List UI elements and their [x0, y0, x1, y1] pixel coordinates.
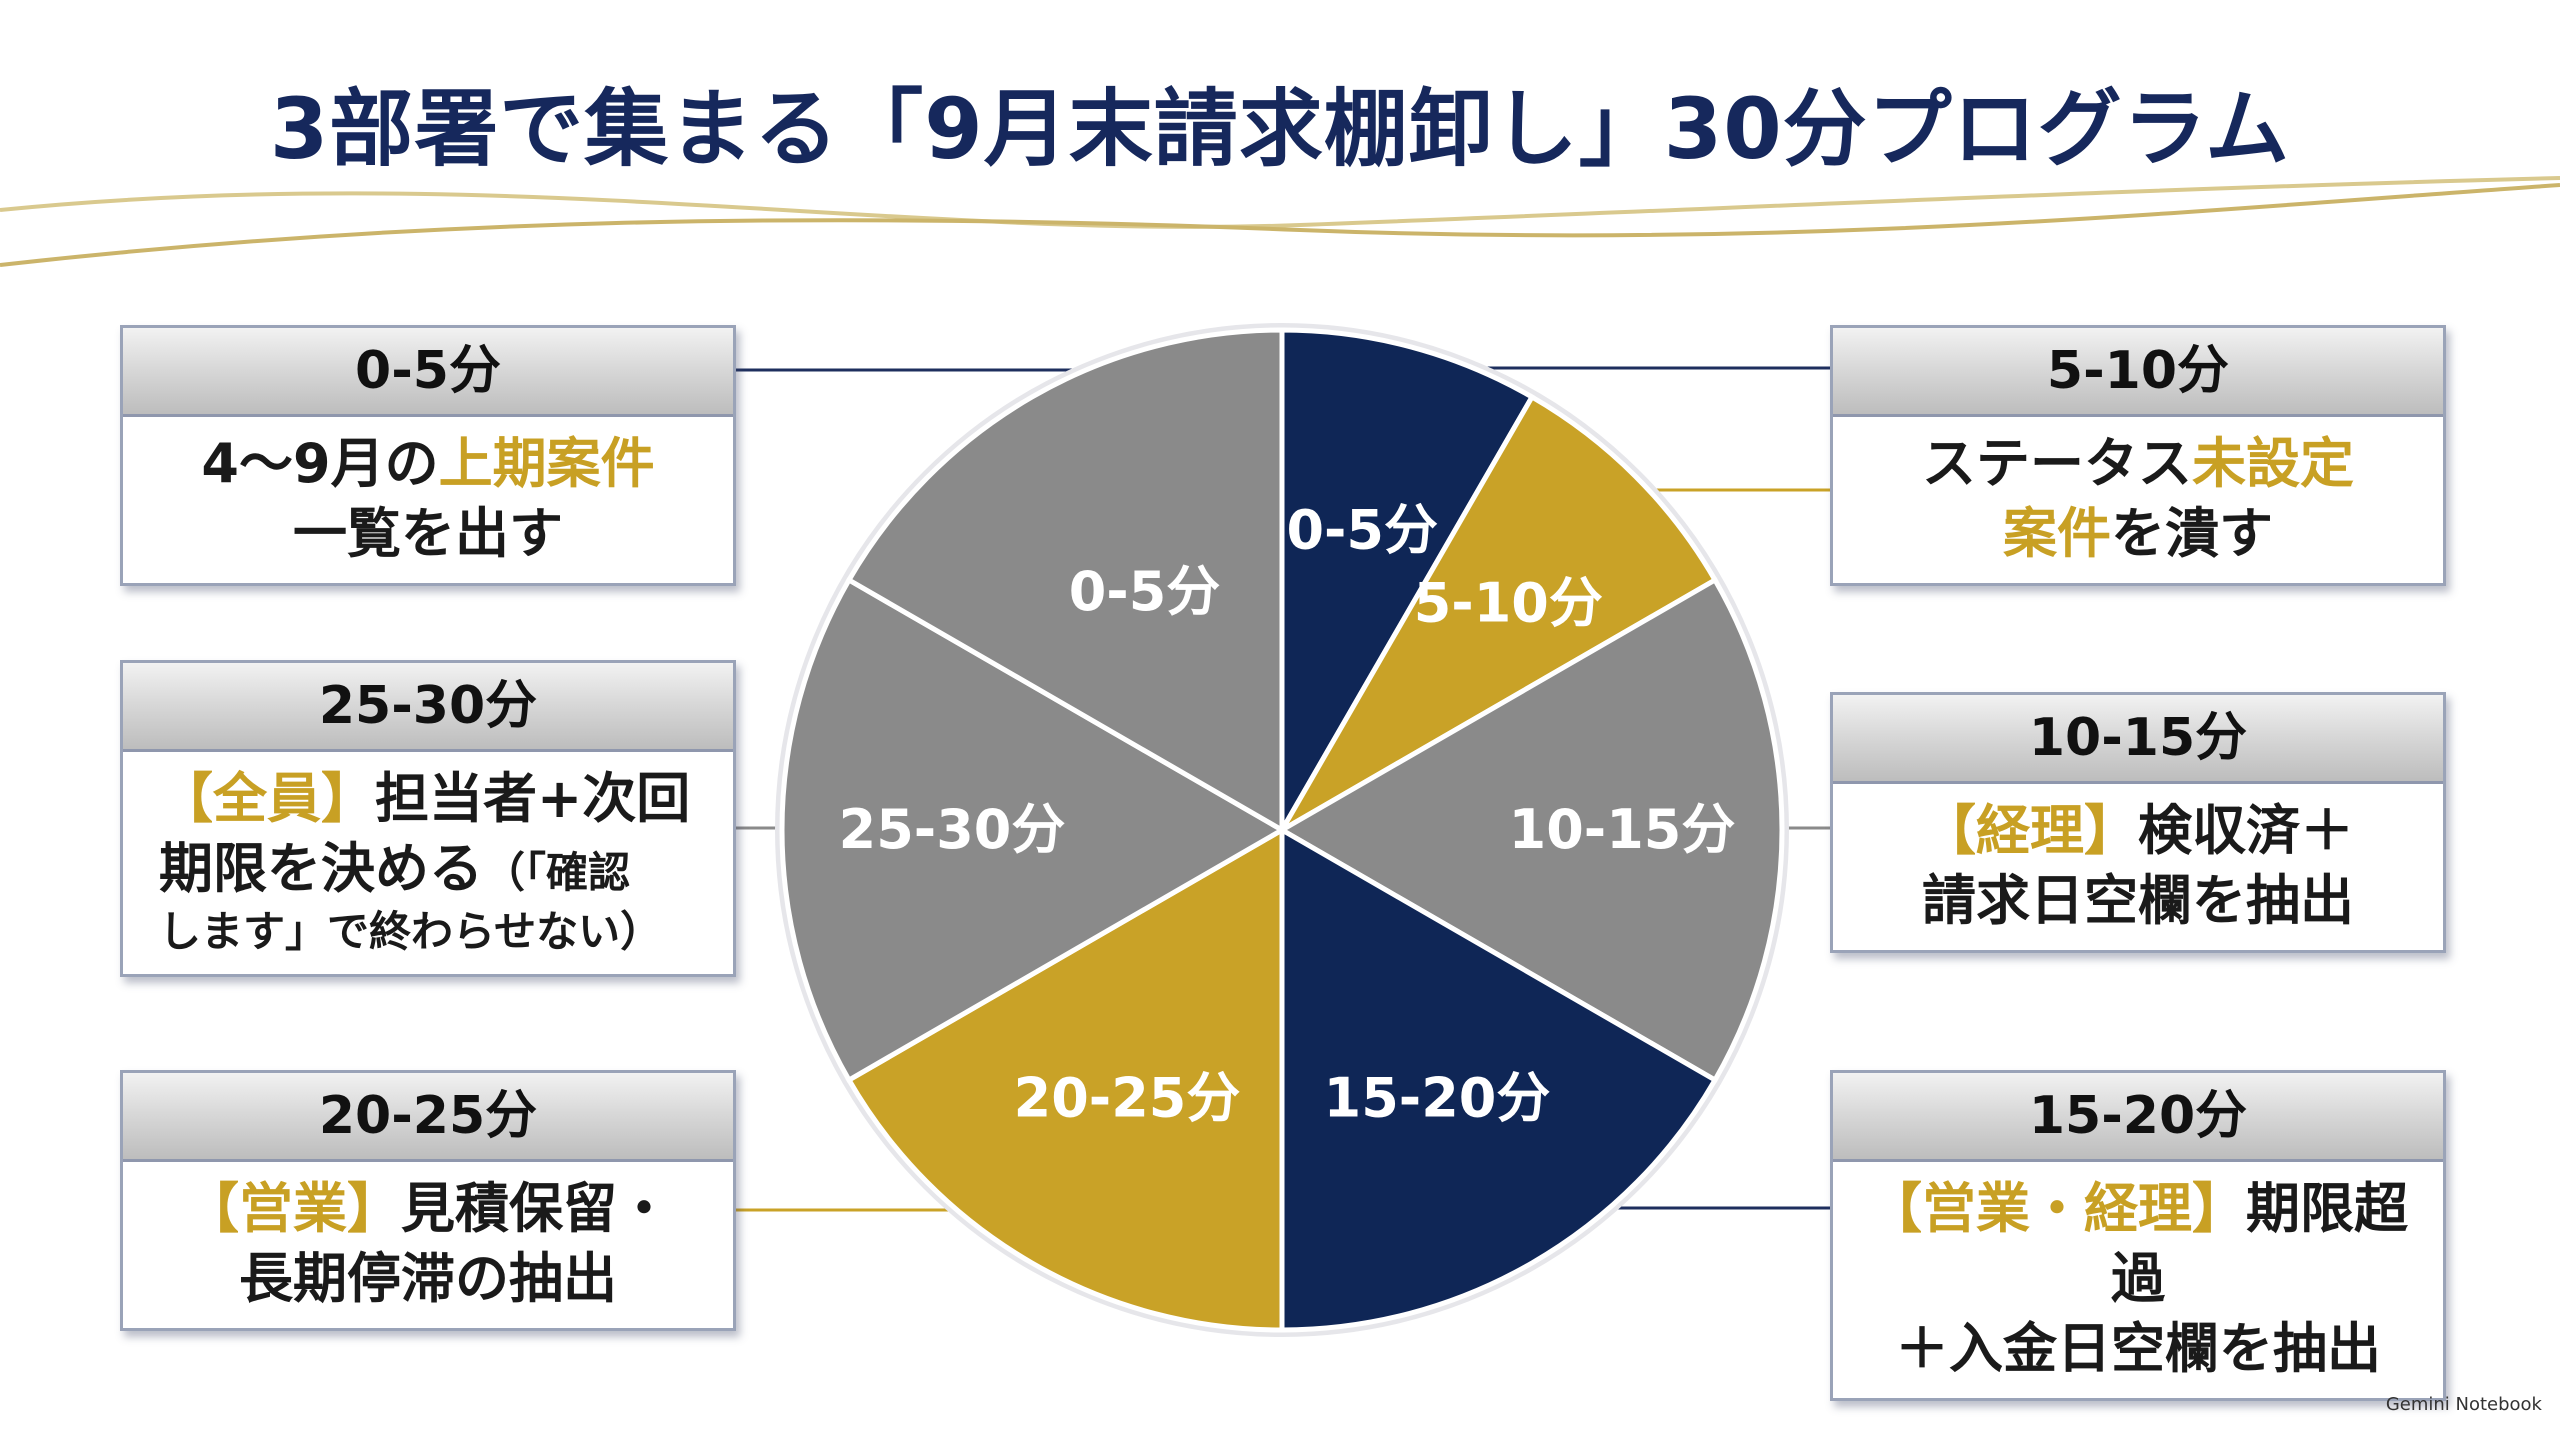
card-highlight: 案件	[2003, 502, 2111, 565]
decorative-waves	[0, 176, 2560, 267]
card-body: 【営業】見積保留・ 長期停滞の抽出	[123, 1162, 733, 1328]
pie-slice-label: 20-25分	[1014, 1066, 1241, 1129]
card-15-20: 15-20分 【営業・経理】期限超過 ＋入金日空欄を抽出	[1830, 1070, 2446, 1401]
card-highlight: 上期案件	[438, 432, 655, 495]
pie-slice	[845, 825, 1285, 1333]
pie-slice	[845, 327, 1285, 835]
card-header: 10-15分	[1833, 695, 2443, 784]
card-text: ステータス	[1922, 432, 2192, 495]
card-text: 見積保留・	[401, 1177, 671, 1240]
card-tag: 【全員】	[159, 767, 375, 830]
card-text: 一覧を出す	[293, 502, 563, 565]
card-25-30: 25-30分 【全員】担当者+次回 期限を決める（「確認 します」で終わらせない…	[120, 660, 736, 977]
pie-slice-label: 10-15分	[1509, 798, 1736, 861]
card-text: 検収済＋	[2138, 799, 2354, 862]
card-header: 5-10分	[1833, 328, 2443, 417]
pie-slice	[1279, 327, 1536, 840]
card-tag: 【営業】	[185, 1177, 401, 1240]
card-body: ステータス未設定 案件を潰す	[1833, 417, 2443, 583]
card-text: ＋入金日空欄を抽出	[1895, 1317, 2381, 1380]
card-5-10: 5-10分 ステータス未設定 案件を潰す	[1830, 325, 2446, 586]
card-text: を潰す	[2111, 502, 2273, 565]
card-text: 長期停滞の抽出	[239, 1247, 617, 1310]
card-text: 期限を決める	[159, 837, 483, 900]
page-title: 3部署で集まる「9月末請求棚卸し」30分プログラム	[269, 80, 2291, 178]
pie-slice	[1277, 576, 1785, 1084]
pie-slice-label: 0-5分	[1286, 499, 1438, 562]
card-header: 15-20分	[1833, 1073, 2443, 1162]
card-body: 【営業・経理】期限超過 ＋入金日空欄を抽出	[1833, 1162, 2443, 1398]
card-text: 担当者+次回	[375, 767, 691, 830]
card-note: します」で終わらせない）	[159, 907, 663, 956]
card-header: 20-25分	[123, 1073, 733, 1162]
watermark: Gemini Notebook	[2385, 1394, 2542, 1415]
card-0-5: 0-5分 4〜9月の上期案件 一覧を出す	[120, 325, 736, 586]
connector-lines	[730, 366, 1830, 1212]
pie-slice	[779, 576, 1288, 1084]
pie-slice-label: 5-10分	[1414, 572, 1603, 635]
card-header: 25-30分	[123, 663, 733, 752]
card-tag: 【営業・経理】	[1868, 1177, 2246, 1240]
pie-rim	[775, 323, 1789, 1337]
card-body: 4〜9月の上期案件 一覧を出す	[123, 417, 733, 583]
card-text: 請求日空欄を抽出	[1922, 869, 2354, 932]
card-body: 【経理】検収済＋ 請求日空欄を抽出	[1833, 784, 2443, 950]
card-text: 期限超過	[2111, 1177, 2408, 1310]
pie-slice	[1279, 825, 1719, 1333]
card-text: 4〜9月の	[201, 432, 439, 495]
card-header: 0-5分	[123, 328, 733, 417]
card-body: 【全員】担当者+次回 期限を決める（「確認 します」で終わらせない）	[123, 752, 733, 974]
card-highlight: 未設定	[2192, 432, 2354, 495]
card-note: （「確認	[483, 848, 631, 897]
pie-slice-label: 15-20分	[1324, 1066, 1551, 1129]
pie-slice	[1275, 393, 1719, 837]
pie-slice-label: 25-30分	[839, 798, 1066, 861]
card-tag: 【経理】	[1922, 799, 2138, 862]
card-10-15: 10-15分 【経理】検収済＋ 請求日空欄を抽出	[1830, 692, 2446, 953]
card-20-25: 20-25分 【営業】見積保留・ 長期停滞の抽出	[120, 1070, 736, 1331]
pie-slice-label: 0-5分	[1069, 560, 1221, 623]
